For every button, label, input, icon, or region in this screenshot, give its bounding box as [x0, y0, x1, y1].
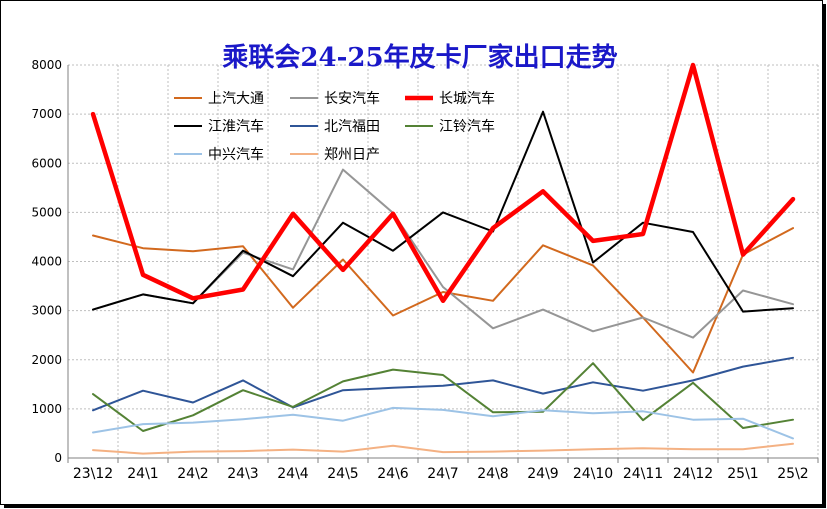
x-tick-label: 25\2: [777, 466, 808, 482]
x-axis: 23\12 24\1 24\2 24\3 24\4 24\5 24\6 24\7 24\8 24\…: [67, 457, 819, 482]
series-line-0: [92, 227, 794, 374]
y-tick-label: 1000: [31, 402, 62, 416]
legend-label: 郑州日产: [324, 147, 380, 163]
x-tick-label: 24\1: [127, 466, 158, 482]
series-line-5: [92, 362, 794, 432]
y-tick-label: 4000: [31, 255, 62, 269]
legend-label: 上汽大通: [208, 91, 264, 107]
x-tick-label: 24\9: [527, 466, 558, 482]
y-tick-label: 8000: [31, 58, 62, 72]
x-tick-label: 24\3: [227, 466, 258, 482]
x-tick-label: 23\12: [73, 466, 113, 482]
legend-label: 长安汽车: [324, 90, 380, 107]
series-line-7: [92, 442, 794, 455]
y-tick-label: 2000: [31, 353, 62, 367]
series-line-2: [90, 62, 796, 304]
legend-label: 长城汽车: [439, 90, 495, 107]
chart-title: 乘联会24-25年皮卡厂家出口走势: [221, 42, 617, 73]
legend-label: 中兴汽车: [208, 146, 264, 163]
x-tick-label: 24\12: [673, 466, 713, 482]
y-tick-label: 7000: [31, 107, 62, 121]
x-tick-label: 24\8: [477, 466, 508, 482]
x-tick-label: 24\7: [427, 466, 458, 482]
y-tick-label: 0: [54, 451, 62, 465]
x-tick-label: 24\10: [573, 466, 613, 482]
series-line-6: [92, 406, 794, 440]
x-tick-label: 24\11: [623, 466, 663, 482]
x-tick-label: 24\2: [177, 466, 208, 482]
x-tick-label: 24\4: [277, 466, 309, 482]
y-axis: 0 1000 2000 3000 4000 5000 6000 7000 8000: [31, 58, 69, 465]
legend-label: 江铃汽车: [439, 118, 495, 135]
series-lines: [90, 62, 796, 455]
y-tick-label: 6000: [31, 156, 62, 170]
x-tick-label: 24\6: [377, 466, 409, 482]
series-line-1: [92, 168, 794, 339]
y-tick-label: 5000: [31, 205, 62, 219]
legend-label: 江淮汽车: [208, 118, 264, 135]
series-line-4: [92, 356, 794, 412]
series-line-3: [92, 110, 794, 313]
y-tick-label: 3000: [31, 304, 62, 318]
legend-label: 北汽福田: [324, 119, 380, 135]
x-tick-label: 25\1: [727, 466, 758, 482]
x-tick-label: 24\5: [327, 466, 358, 482]
